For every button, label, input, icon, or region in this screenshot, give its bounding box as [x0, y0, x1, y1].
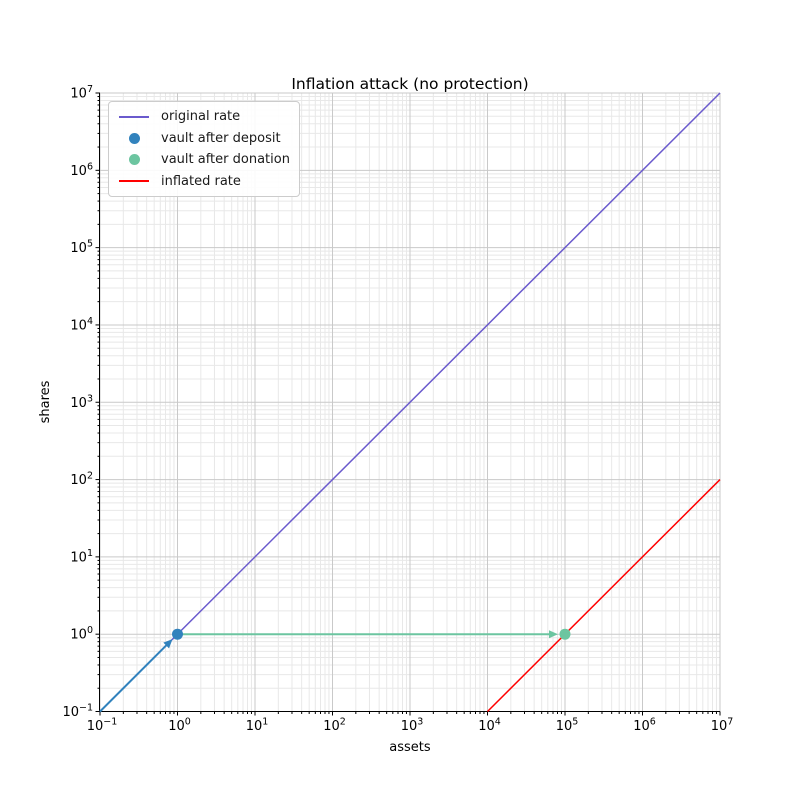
original-rate-line	[99, 92, 721, 713]
major-gridlines	[99, 92, 721, 712]
legend-entry-label: vault after deposit	[161, 130, 281, 146]
x-tick-label: 105	[556, 717, 579, 735]
y-tick-label: 103	[70, 393, 93, 411]
y-axis-label: shares	[38, 380, 53, 424]
y-tick-label: 106	[70, 161, 93, 179]
vault-after-donation-arrow	[177, 630, 558, 639]
x-tick-labels: 10−1 100 101 102 103 104 105 106 107	[87, 717, 734, 735]
vault-after-deposit-swatch	[128, 132, 140, 144]
legend-entry-label: inflated rate	[161, 173, 241, 189]
legend: original rate vault after deposit vault …	[108, 101, 300, 197]
legend-entry-vault-after-deposit: vault after deposit	[117, 128, 290, 150]
y-tick-label: 107	[70, 84, 93, 102]
y-tick-label: 100	[70, 625, 93, 643]
x-axis-label: assets	[389, 740, 431, 755]
axis-ticks	[95, 92, 721, 716]
y-tick-label: 101	[70, 548, 93, 566]
x-tick-label: 100	[168, 717, 191, 735]
legend-entry-inflated-rate: inflated rate	[117, 171, 290, 193]
inflated-rate-line	[486, 479, 721, 713]
x-tick-label: 107	[711, 717, 734, 735]
inflated-rate-swatch	[119, 180, 149, 183]
legend-entry-label: original rate	[161, 109, 241, 125]
y-tick-label: 102	[70, 471, 93, 489]
y-tick-label: 10−1	[62, 703, 93, 721]
vault-after-deposit-arrow	[99, 639, 173, 713]
vault-after-donation-swatch	[128, 154, 140, 166]
legend-line-swatch	[117, 180, 151, 183]
legend-dot-swatch	[117, 154, 151, 166]
x-tick-label: 10−1	[87, 717, 118, 735]
legend-line-swatch	[117, 115, 151, 118]
vault-after-deposit-point	[172, 628, 183, 640]
legend-dot-swatch	[117, 132, 151, 144]
legend-entry-original-rate: original rate	[117, 106, 290, 128]
y-tick-labels: 10−1 100 101 102 103 104 105 106 107	[62, 84, 93, 720]
x-tick-label: 104	[478, 717, 501, 735]
x-tick-label: 103	[401, 717, 424, 735]
original-rate-swatch	[119, 115, 149, 118]
y-tick-label: 104	[70, 316, 93, 334]
x-tick-label: 106	[633, 717, 656, 735]
vault-after-donation-point	[559, 628, 571, 640]
x-tick-label: 101	[246, 717, 269, 735]
y-tick-label: 105	[70, 239, 93, 257]
chart-title: Inflation attack (no protection)	[291, 75, 529, 93]
x-tick-label: 102	[323, 717, 346, 735]
legend-entry-label: vault after donation	[161, 152, 290, 168]
legend-entry-vault-after-donation: vault after donation	[117, 149, 290, 171]
